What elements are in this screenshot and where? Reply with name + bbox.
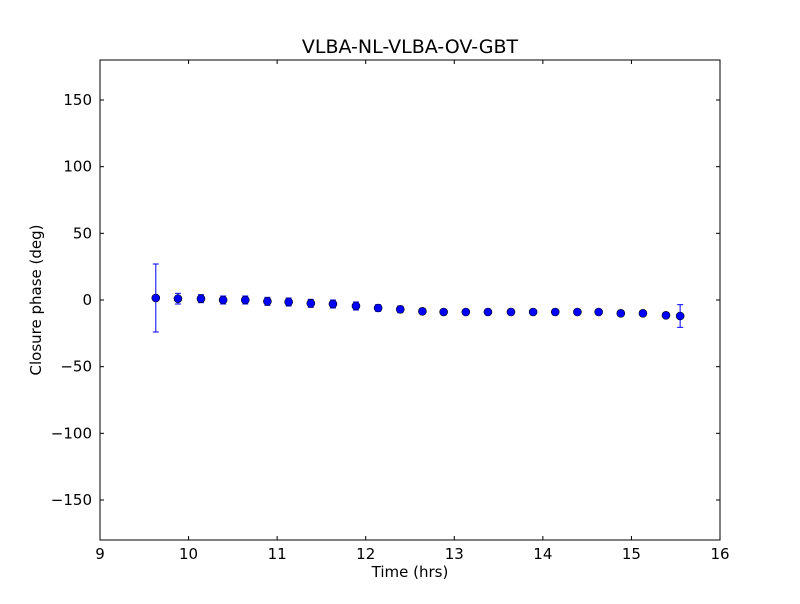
x-tick-label: 14 xyxy=(533,545,552,563)
data-point xyxy=(306,299,316,308)
data-point xyxy=(638,309,648,318)
y-tick-label: −100 xyxy=(51,424,92,442)
x-tick-label: 12 xyxy=(356,545,375,563)
x-tick-label: 16 xyxy=(710,545,729,563)
chart-title: VLBA-NL-VLBA-OV-GBT xyxy=(302,36,519,58)
data-point xyxy=(284,297,293,307)
data-point xyxy=(240,295,250,305)
data-point xyxy=(461,307,471,317)
data-point xyxy=(173,294,183,303)
x-tick-label: 15 xyxy=(622,545,641,563)
x-tick-label: 10 xyxy=(179,545,198,563)
data-point xyxy=(550,307,560,317)
data-point xyxy=(573,307,582,317)
y-tick-label: 150 xyxy=(63,91,92,109)
x-tick-label: 13 xyxy=(445,545,464,563)
data-point xyxy=(328,299,338,309)
data-point xyxy=(418,307,427,316)
data-point xyxy=(263,297,272,306)
plot-frame xyxy=(99,59,721,541)
data-point xyxy=(483,307,493,317)
data-point xyxy=(196,294,206,303)
x-tick-label: 11 xyxy=(268,545,287,563)
data-point xyxy=(351,301,361,311)
data-point xyxy=(218,295,228,305)
data-point xyxy=(616,309,626,318)
data-point xyxy=(675,311,685,321)
data-point xyxy=(395,305,405,314)
x-tick-label: 9 xyxy=(95,545,105,563)
y-tick-label: 100 xyxy=(63,158,92,176)
y-tick-label: −50 xyxy=(60,358,92,376)
data-point xyxy=(373,303,383,313)
y-axis-label: Closure phase (deg) xyxy=(27,225,45,376)
data-point xyxy=(506,307,516,317)
data-point xyxy=(151,293,161,303)
data-point xyxy=(439,307,448,317)
data-point xyxy=(528,307,538,317)
y-tick-label: 0 xyxy=(82,291,92,309)
y-tick-label: −150 xyxy=(51,491,92,509)
data-point xyxy=(594,307,603,317)
y-tick-label: 50 xyxy=(73,224,92,242)
data-point xyxy=(661,311,671,320)
x-axis-label: Time (hrs) xyxy=(371,563,449,581)
